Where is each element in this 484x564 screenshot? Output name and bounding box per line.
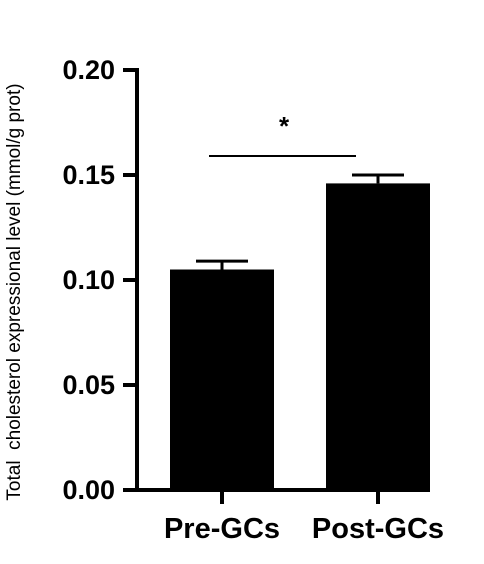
y-tick-label: 0.15 xyxy=(62,160,115,190)
significance-star: * xyxy=(279,111,290,141)
x-tick-label: Pre-GCs xyxy=(164,513,280,545)
y-tick-label: 0.20 xyxy=(62,55,115,85)
error-bars xyxy=(196,173,404,270)
y-tick-label: 0.00 xyxy=(62,475,115,505)
x-tick-label: Post-GCs xyxy=(312,513,444,545)
y-axis-title: Total cholesterol expressional level (mm… xyxy=(4,83,25,500)
bar-pre-gcs xyxy=(170,269,274,490)
annotations: * xyxy=(209,111,356,157)
labels: 0.00 0.05 0.10 0.15 0.20 Pre-GCs Post-GCs Total… xyxy=(4,55,444,545)
y-tick-label: 0.10 xyxy=(62,265,115,295)
bars xyxy=(170,183,430,490)
y-tick-label: 0.05 xyxy=(62,370,115,400)
bar-post-gcs xyxy=(326,183,430,490)
